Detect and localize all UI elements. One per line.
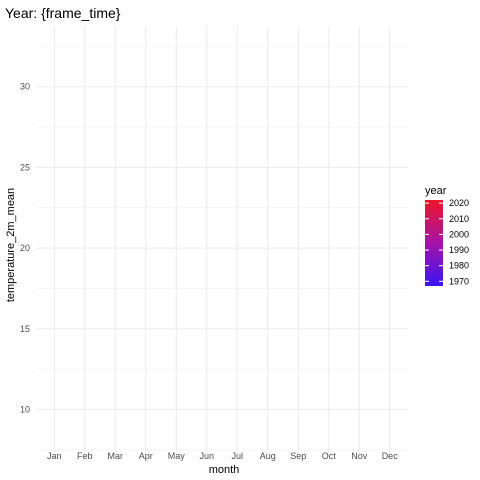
x-tick-label: Feb [77,451,93,461]
legend-tick-label: 1970 [449,276,469,286]
x-tick-label: May [168,451,186,461]
legend-tick-label: 2010 [449,214,469,224]
x-tick-labels: Jan Feb Mar Apr May Jun Jul Aug Sep Oct Nov Dec [47,451,398,461]
x-tick-label: Sep [290,451,306,461]
y-tick-label: 15 [20,324,30,334]
x-tick-label: Jul [231,451,243,461]
legend: year 1970 1980 1990 2000 2010 2020 [425,185,469,286]
y-tick-label: 10 [20,404,30,414]
legend-ticks: 1970 1980 1990 2000 2010 2020 [425,198,469,286]
x-tick-label: Apr [139,451,153,461]
y-axis-title: temperature_2m_mean [5,188,17,302]
x-tick-label: Jun [199,451,214,461]
legend-tick-label: 2020 [449,198,469,208]
legend-tick-label: 1980 [449,261,469,271]
legend-title: year [425,185,447,197]
chart-title: Year: {frame_time} [5,5,121,21]
y-tick-label: 20 [20,243,30,253]
x-tick-label: Jan [47,451,62,461]
x-axis-title: month [209,464,240,476]
x-tick-label: Nov [351,451,368,461]
x-tick-label: Oct [322,451,337,461]
x-tick-label: Dec [382,451,399,461]
legend-colorbar [425,200,443,286]
grid-lines [36,27,408,453]
legend-tick-label: 1990 [449,245,469,255]
y-tick-labels: 10 15 20 25 30 [20,82,30,415]
legend-tick-label: 2000 [449,229,469,239]
x-tick-label: Aug [260,451,276,461]
x-tick-label: Mar [108,451,124,461]
y-tick-label: 30 [20,82,30,92]
y-tick-label: 25 [20,162,30,172]
